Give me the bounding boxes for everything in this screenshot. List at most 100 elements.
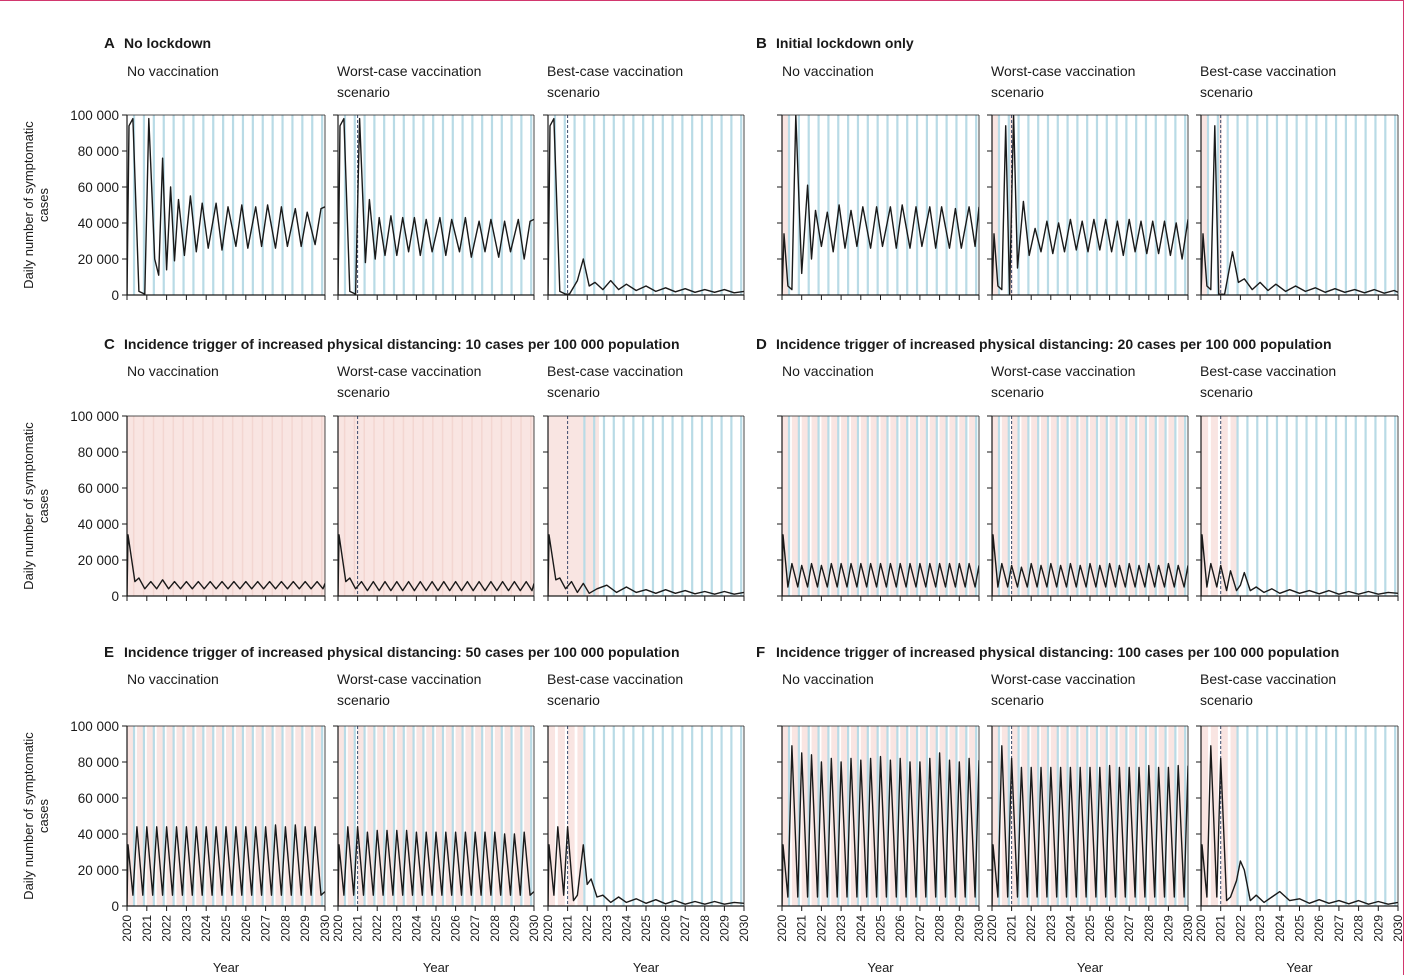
season-band [691, 726, 694, 906]
series-line [338, 826, 534, 906]
subplot-label-line: Best-case vaccination [547, 363, 683, 379]
season-band [1295, 416, 1298, 596]
season-band [681, 726, 684, 906]
x-tick-label: 2028 [488, 915, 502, 942]
distancing-shading [176, 726, 184, 906]
season-band [172, 726, 175, 906]
season-band [142, 416, 145, 596]
season-band [530, 416, 532, 596]
season-band [1325, 416, 1328, 596]
distancing-shading [338, 726, 346, 906]
season-band [1125, 115, 1128, 295]
season-band [906, 416, 909, 596]
season-band [212, 416, 214, 596]
season-band [1266, 115, 1269, 295]
subplot-label-line: Best-case vaccination [1200, 671, 1336, 687]
season-band [261, 726, 264, 906]
season-band [241, 726, 245, 906]
season-band [1066, 416, 1069, 596]
x-tick-label: 2030 [737, 915, 751, 942]
distancing-shading [1001, 416, 1009, 596]
season-band [202, 726, 205, 906]
subplot-no-vaccination: No vaccination 100 000 80 000 60 000 40 000 2… [70, 671, 332, 975]
y-tick-label: 20 000 [78, 252, 119, 267]
season-band [1017, 416, 1020, 596]
season-band [876, 115, 879, 295]
season-band [632, 416, 635, 596]
x-tick-label: 2024 [1063, 915, 1077, 942]
distancing-shading [1158, 726, 1166, 906]
x-tick-label: 2030 [1181, 915, 1195, 942]
distancing-shading [1129, 416, 1137, 596]
distancing-shading [890, 726, 898, 906]
series-line [127, 824, 325, 906]
x-tick-label: 2027 [468, 915, 482, 942]
distancing-shading [821, 726, 829, 906]
season-band [1236, 115, 1239, 295]
season-band [422, 726, 425, 906]
y-tick-label: 0 [111, 589, 119, 604]
x-tick-label: 2029 [1161, 915, 1175, 942]
subplot-label-line: scenario [337, 84, 390, 100]
season-band [1037, 726, 1040, 906]
season-band [301, 115, 304, 295]
distancing-shading [782, 416, 790, 596]
distancing-shading [831, 726, 839, 906]
subplot-best-case: Best-case vaccination scenario [1196, 363, 1399, 601]
y-axis-label-line: cases [36, 489, 51, 523]
season-band [1125, 416, 1128, 596]
distancing-shading [992, 416, 1000, 596]
season-band [1115, 726, 1118, 906]
season-band [710, 726, 713, 906]
season-band [563, 115, 566, 295]
distancing-shading [416, 726, 424, 906]
season-band [612, 115, 615, 295]
distancing-shading [1031, 416, 1039, 596]
season-band [632, 726, 635, 906]
season-band [281, 416, 283, 596]
season-band [481, 115, 484, 295]
season-band [311, 726, 314, 906]
season-band [997, 115, 1001, 295]
season-band [1115, 416, 1118, 596]
season-band [1095, 416, 1099, 596]
season-band [612, 416, 615, 596]
y-tick-label: 80 000 [78, 755, 119, 770]
season-band [817, 416, 820, 596]
season-band [1144, 416, 1148, 596]
x-tick-label: 2023 [834, 915, 848, 942]
season-band [353, 115, 356, 295]
season-band [945, 416, 948, 596]
distancing-shading [357, 726, 365, 906]
season-band [321, 726, 324, 906]
season-band [500, 115, 503, 295]
x-axis-label: Year [867, 960, 894, 975]
distancing-shading [959, 416, 967, 596]
season-band [251, 115, 254, 295]
season-band [593, 726, 596, 906]
season-band [797, 726, 800, 906]
season-band [573, 115, 576, 295]
season-band [1374, 115, 1377, 295]
x-tick-label: 2020 [775, 915, 789, 942]
x-tick-label: 2021 [1005, 915, 1019, 942]
distancing-shading [791, 726, 799, 906]
subplot-label-line: scenario [991, 384, 1044, 400]
distancing-shading [969, 726, 977, 906]
season-band [1275, 115, 1279, 295]
x-tick-label: 2024 [619, 915, 633, 942]
x-axis-label: Year [1077, 960, 1104, 975]
distancing-shading [338, 416, 534, 596]
season-band [291, 726, 294, 906]
season-band [311, 416, 313, 596]
season-band [612, 726, 615, 906]
distancing-shading [910, 726, 918, 906]
y-tick-label: 100 000 [70, 108, 119, 123]
season-band [787, 115, 791, 295]
x-tick-label: 2021 [140, 915, 154, 942]
subplot-best-case: Best-case vaccination scenario [543, 363, 745, 601]
season-band [481, 726, 484, 906]
season-band [1144, 726, 1148, 906]
season-band [700, 416, 704, 596]
season-band [622, 416, 625, 596]
